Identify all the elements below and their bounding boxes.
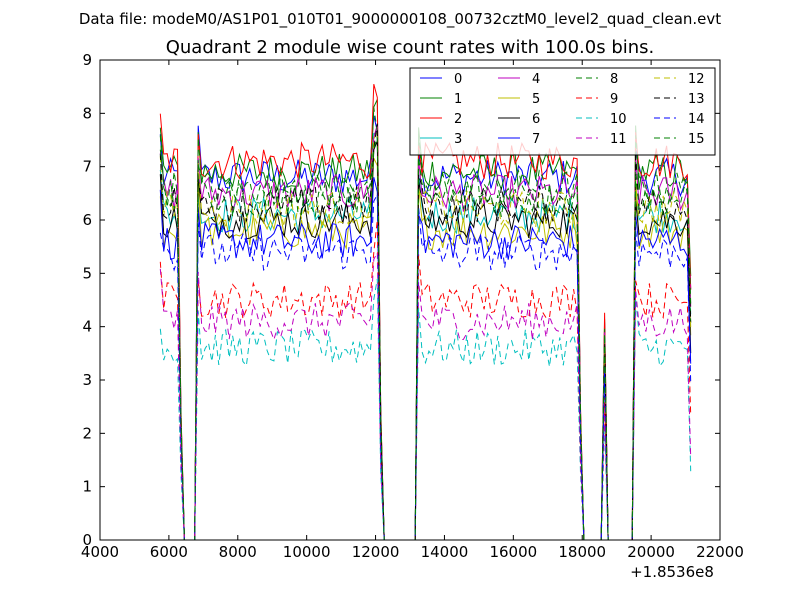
x-tick-label: 6000 [150,543,188,561]
y-tick-label: 1 [82,478,92,496]
legend-label-3: 3 [454,132,462,147]
legend-label-6: 6 [532,112,540,127]
y-tick-label: 9 [82,51,92,69]
y-tick-label: 4 [82,318,92,336]
x-tick-label: 14000 [421,543,469,561]
y-tick-label: 3 [82,371,92,389]
x-tick-label: 18000 [558,543,606,561]
legend-label-5: 5 [532,92,540,107]
legend-label-13: 13 [688,92,705,107]
legend-label-4: 4 [532,72,540,87]
series-line-10 [159,278,692,541]
x-tick-label: 16000 [489,543,537,561]
series-line-15 [159,137,692,541]
series-line-14 [159,194,692,541]
legend-box [409,67,716,156]
legend-label-11: 11 [610,132,627,147]
legend-label-15: 15 [688,132,705,147]
x-tick-label: 22000 [696,543,744,561]
x-tick-label: 10000 [283,543,331,561]
x-offset-label: +1.8536e8 [630,563,714,581]
y-tick-label: 0 [82,531,92,549]
legend-label-9: 9 [610,92,618,107]
legend-label-14: 14 [688,112,705,127]
legend-label-2: 2 [454,112,462,127]
x-tick-label: 20000 [627,543,675,561]
legend-label-12: 12 [688,72,705,87]
x-tick-label: 12000 [352,543,400,561]
y-tick-label: 2 [82,424,92,442]
series-line-9 [159,220,692,541]
chart-title: Quadrant 2 module wise count rates with … [166,37,655,58]
x-tick-label: 4000 [81,543,119,561]
legend-label-0: 0 [454,72,462,87]
y-tick-label: 6 [82,211,92,229]
y-tick-label: 5 [82,264,92,282]
legend-label-8: 8 [610,72,618,87]
y-tick-label: 8 [82,104,92,122]
plot-frame [99,59,721,541]
legend-label-7: 7 [532,132,540,147]
y-tick-label: 7 [82,158,92,176]
legend-label-1: 1 [454,92,462,107]
legend-label-10: 10 [610,112,627,127]
suptitle: Data file: modeM0/AS1P01_010T01_90000001… [79,10,721,29]
x-tick-label: 8000 [219,543,257,561]
